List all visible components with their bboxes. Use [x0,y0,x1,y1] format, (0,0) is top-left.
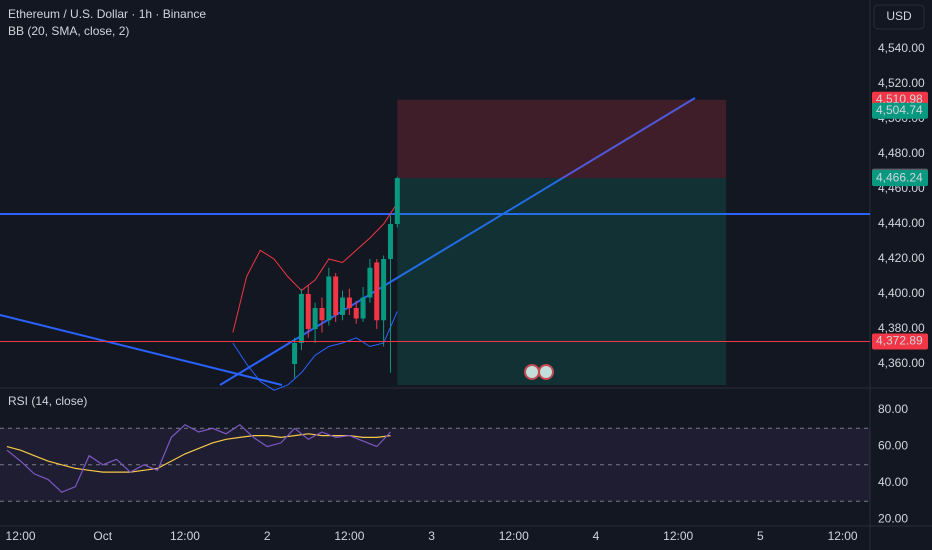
candle-body [326,276,332,321]
candle-body [367,267,373,298]
price-label-box [872,170,928,187]
x-tick-label: Oct [93,529,112,543]
candle-body [292,343,298,364]
candle-body [374,262,380,321]
x-tick-label: 5 [757,529,764,543]
x-tick-label: 12:00 [828,529,858,543]
bb-upper [232,202,398,333]
stop-zone [397,99,727,179]
x-tick-label: 4 [593,529,600,543]
event-icons [524,364,554,380]
candle-body [333,276,339,315]
y-tick-label: 4,440.00 [878,216,925,230]
price-label: 4,466.24 [876,170,923,184]
x-tick-label: 12:00 [499,529,529,543]
candle-body [298,294,304,343]
y-tick-label: 60.00 [878,439,908,453]
x-tick-label: 12:00 [6,529,36,543]
candle-body [340,297,346,315]
candle-body [360,297,366,319]
candle-body [319,308,325,321]
bb-lower [232,311,398,391]
y-tick-label: 4,540.00 [878,41,925,55]
y-tick-label: 4,400.00 [878,286,925,300]
x-tick-label: 12:00 [334,529,364,543]
rsi-line [6,423,391,493]
y-tick-label: 80.00 [878,402,908,416]
currency-button[interactable] [873,4,925,30]
target-zone [397,178,727,385]
indicator-label: BB (20, SMA, close, 2) [8,24,129,38]
candle-body [305,294,311,329]
candle-body [346,297,352,308]
price-label-box [872,333,928,350]
x-tick-label: 12:00 [170,529,200,543]
x-tick-label: 3 [428,529,435,543]
price-label: 4,372.89 [876,334,923,348]
y-tick-label: 20.00 [878,512,908,526]
chart-title: Ethereum / U.S. Dollar · 1h · Binance [8,7,206,21]
price-label: 4,504.74 [876,103,923,117]
y-tick-label: 40.00 [878,475,908,489]
x-tick-label: 12:00 [663,529,693,543]
candle-body [394,178,400,224]
y-tick-label: 4,420.00 [878,251,925,265]
x-tick-label: 2 [264,529,271,543]
candle-body [312,308,318,329]
trend-line [0,314,283,386]
rsi-title: RSI (14, close) [8,394,87,408]
y-tick-label: 4,520.00 [878,76,925,90]
price-label: 4,510.98 [876,92,923,106]
price-label-box [872,102,928,119]
candle-body [353,308,359,319]
y-tick-label: 4,380.00 [878,321,925,335]
candle-body [387,224,393,259]
rsi-ma-line [6,433,391,473]
y-tick-label: 4,480.00 [878,146,925,160]
currency-label[interactable]: USD [886,9,912,23]
y-tick-label: 4,360.00 [878,356,925,370]
candle-body [381,259,387,321]
